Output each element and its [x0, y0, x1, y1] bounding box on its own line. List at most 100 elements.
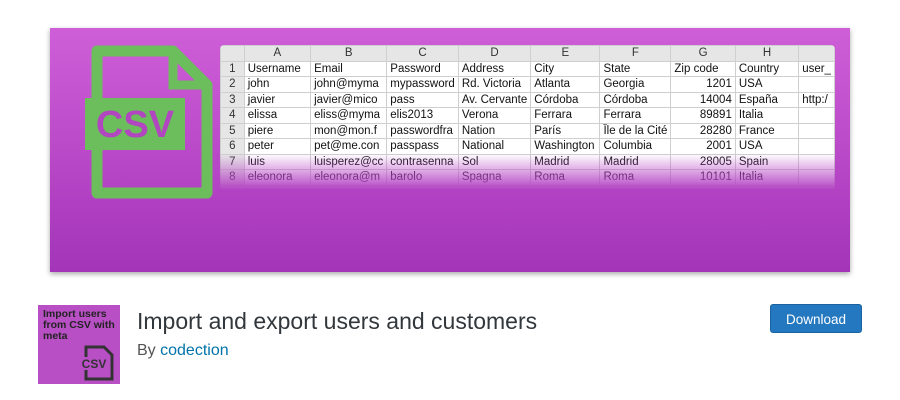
corner-cell	[220, 45, 245, 62]
row-number: 8	[220, 169, 245, 186]
cell: 28280	[670, 122, 736, 139]
cell: user_	[798, 60, 835, 77]
sheet-row: 1 Username Email Password Address City State Zi…	[220, 60, 835, 77]
cell: 14004	[670, 91, 736, 108]
cell: National	[457, 138, 532, 155]
sheet-row: 3 javier javier@mico pass Av. Cervante Córdob…	[220, 91, 835, 108]
cell: Córdoba	[530, 91, 601, 108]
cell: luisperez@cc	[310, 153, 388, 170]
sheet-row: 7 luis luisperez@cc contrasenna Sol Madrid Mad…	[220, 153, 835, 170]
row-number: 7	[220, 153, 245, 170]
cell: javier	[243, 91, 312, 108]
cell: Username	[243, 60, 312, 77]
cell: USA	[734, 138, 800, 155]
cell: Columbia	[599, 138, 672, 155]
row-number: 5	[220, 122, 245, 139]
row-number: 3	[220, 91, 245, 108]
cell: París	[530, 122, 601, 139]
cell: Spagna	[457, 169, 532, 186]
author-link[interactable]: codection	[160, 342, 229, 359]
cell: Address	[457, 60, 532, 77]
cell: Ferrara	[530, 107, 601, 124]
icon-text: Import users from CSV with meta	[43, 308, 115, 342]
column-letter: D	[457, 45, 532, 62]
cell: USA	[734, 76, 800, 93]
cell: Roma	[530, 169, 601, 186]
cell: Av. Cervante	[457, 91, 532, 108]
cell: luis	[243, 153, 312, 170]
cell: Georgia	[599, 76, 672, 93]
plugin-title: Import and export users and customers	[137, 308, 538, 334]
column-letter: A	[243, 45, 312, 62]
cell	[798, 169, 835, 186]
csv-file-icon: CSV	[85, 45, 213, 199]
csv-label: CSV	[96, 104, 175, 146]
cell: City	[530, 60, 601, 77]
cell: Nation	[457, 122, 532, 139]
cell: Italia	[734, 169, 800, 186]
cell: 10101	[670, 169, 736, 186]
cell: mon@mon.f	[310, 122, 388, 139]
cell: john@myma	[310, 76, 388, 93]
cell: mypassword	[386, 76, 459, 93]
row-number: 2	[220, 76, 245, 93]
cell: pass	[386, 91, 459, 108]
cell: Île de la Cité	[599, 122, 672, 139]
cell: 1201	[670, 76, 736, 93]
cell	[798, 76, 835, 93]
cell: Verona	[457, 107, 532, 124]
plugin-icon: Import users from CSV with meta CSV	[38, 305, 120, 384]
sheet-row: 6 peter pet@me.con passpass National Washingt…	[220, 138, 835, 155]
cell: elis2013	[386, 107, 459, 124]
cell	[798, 138, 835, 155]
column-letter: B	[310, 45, 388, 62]
cell: barolo	[386, 169, 459, 186]
cell: State	[599, 60, 672, 77]
cell: Email	[310, 60, 388, 77]
sheet-row: 4 elissa eliss@myma elis2013 Verona Ferrara Fe…	[220, 107, 835, 124]
cell: Madrid	[599, 153, 672, 170]
cell: peter	[243, 138, 312, 155]
cell	[798, 122, 835, 139]
cell: john	[243, 76, 312, 93]
column-letter: H	[734, 45, 800, 62]
banner: CSV A B C D E F G H 1 Username Email Password Addres…	[50, 28, 850, 272]
download-button[interactable]: Download	[770, 304, 862, 333]
cell: 2001	[670, 138, 736, 155]
sheet-row: 2 john john@myma mypassword Rd. Victoria Atla…	[220, 76, 835, 93]
badge-text: CSV	[82, 357, 107, 371]
cell	[798, 107, 835, 124]
sheet-row: 5 piere mon@mon.f passwordfra Nation París Île…	[220, 122, 835, 139]
cell: passwordfra	[386, 122, 459, 139]
cell: Spain	[734, 153, 800, 170]
cell: Password	[386, 60, 459, 77]
cell: Roma	[599, 169, 672, 186]
cell: eleonora@m	[310, 169, 388, 186]
cell: Country	[734, 60, 800, 77]
cell	[798, 153, 835, 170]
row-number: 1	[220, 60, 245, 77]
row-number: 6	[220, 138, 245, 155]
column-letter: C	[386, 45, 459, 62]
sheet-row: 8 eleonora eleonora@m barolo Spagna Roma Roma 1…	[220, 169, 835, 186]
cell: eliss@myma	[310, 107, 388, 124]
cell: elissa	[243, 107, 312, 124]
cell: Madrid	[530, 153, 601, 170]
cell: Washington	[530, 138, 601, 155]
cell: javier@mico	[310, 91, 388, 108]
cell: Sol	[457, 153, 532, 170]
column-letter: E	[530, 45, 601, 62]
by-label: By	[137, 342, 156, 359]
cell: contrasenna	[386, 153, 459, 170]
spreadsheet-table: A B C D E F G H 1 Username Email Password Address Cit…	[220, 45, 835, 186]
cell: Zip code	[670, 60, 736, 77]
column-letter	[798, 45, 835, 62]
cell: passpass	[386, 138, 459, 155]
cell: 28005	[670, 153, 736, 170]
cell: eleonora	[243, 169, 312, 186]
icon-badge: CSV	[80, 345, 114, 381]
byline: By codection	[137, 342, 229, 360]
cell: Rd. Victoria	[457, 76, 532, 93]
cell: 89891	[670, 107, 736, 124]
